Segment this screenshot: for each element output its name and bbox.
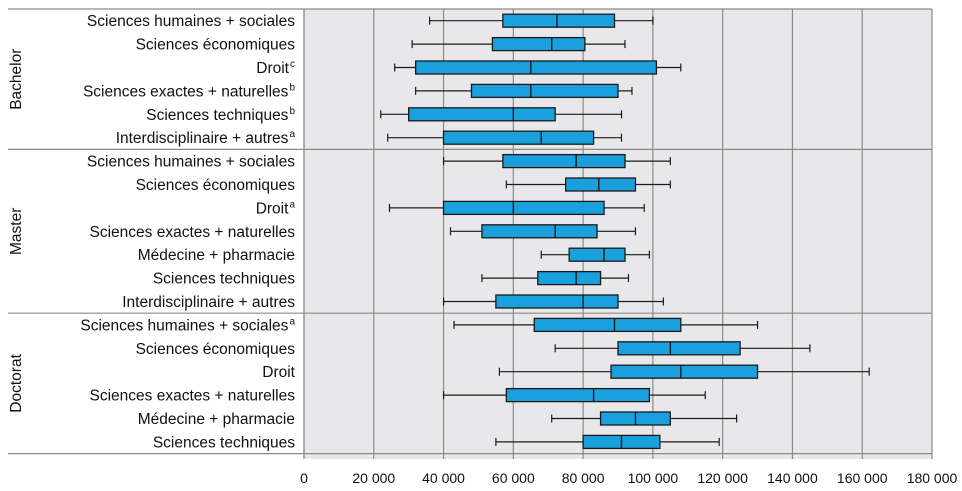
x-tick-label: 160 000 [837, 470, 888, 486]
iqr-box [533, 317, 682, 333]
category-label: Médecine + pharmacie [138, 411, 295, 428]
iqr-box [481, 224, 598, 239]
category-label: Interdisciplinaire + autres [122, 294, 295, 311]
box-row [442, 294, 664, 309]
category-label: Sciences économiques [136, 341, 296, 358]
box-row [505, 177, 671, 192]
group-label: Doctorat [8, 353, 25, 412]
box-row [388, 200, 645, 216]
iqr-box [502, 13, 616, 28]
iqr-box [491, 36, 586, 52]
category-label: Sciences techniquesb [146, 106, 295, 124]
box-row [498, 364, 870, 379]
box-row [481, 270, 630, 286]
group-label: Master [8, 208, 25, 255]
x-tick-label: 40 000 [422, 470, 465, 486]
category-label: Interdisciplinaire + autresa [116, 129, 296, 147]
x-tick-label: 60 000 [492, 470, 535, 486]
iqr-box [408, 107, 556, 122]
group-label: Bachelor [8, 49, 25, 110]
box-row [540, 247, 651, 262]
iqr-box [502, 153, 626, 169]
gridlines [303, 9, 933, 459]
box-row [449, 224, 637, 239]
category-label: Droit [262, 364, 295, 381]
iqr-box [495, 294, 619, 309]
x-tick-label: 140 000 [767, 470, 818, 486]
group-separators [8, 8, 932, 459]
x-tick-label: 180 000 [907, 470, 958, 486]
box-row [429, 13, 654, 28]
x-tick-label: 100 000 [628, 470, 679, 486]
box-row [411, 36, 626, 52]
iqr-box [442, 200, 605, 216]
category-label: Sciences exactes + naturelles [90, 388, 296, 405]
iqr-box [505, 387, 651, 403]
box-row [442, 153, 671, 169]
category-labels: Sciences humaines + sociales Sciences éco… [80, 13, 295, 451]
boxes [380, 13, 870, 450]
category-label: Sciences techniques [153, 271, 295, 288]
box-row [387, 130, 623, 145]
category-label: Sciences techniques [153, 434, 295, 451]
iqr-box [568, 247, 626, 262]
iqr-box [414, 60, 658, 75]
box-row [453, 317, 759, 333]
category-label: Sciences économiques [136, 177, 296, 194]
group-labels: Bachelor Master Doctorat [8, 49, 25, 413]
x-tick-label: 120 000 [697, 470, 748, 486]
iqr-box [617, 341, 741, 356]
box-row [380, 107, 623, 122]
iqr-box [470, 83, 619, 99]
box-row [415, 83, 633, 99]
box-row [554, 341, 811, 356]
iqr-box [442, 130, 595, 145]
x-tick-label: 80 000 [562, 470, 605, 486]
category-label: Sciences humaines + socialesa [80, 316, 295, 334]
x-axis-ticks: 0 20 000 40 000 60 000 80 000 100 000 120 000 1… [300, 470, 957, 486]
x-tick-label: 20 000 [352, 470, 395, 486]
category-label: Sciences humaines + sociales [87, 13, 295, 30]
category-label: Médecine + pharmacie [138, 247, 295, 264]
category-label: Droita [256, 199, 296, 217]
box-row [394, 60, 682, 75]
category-label: Droitc [256, 59, 295, 77]
iqr-box [537, 270, 602, 286]
iqr-box [565, 177, 637, 192]
iqr-box [610, 364, 759, 379]
category-label: Sciences économiques [136, 37, 296, 54]
box-row [442, 387, 706, 403]
category-label: Sciences humaines + sociales [87, 154, 295, 171]
box-row [495, 434, 720, 450]
category-label: Sciences exactes + naturellesb [83, 82, 296, 100]
x-tick-label: 0 [300, 470, 308, 486]
box-row [551, 411, 738, 426]
category-label: Sciences exactes + naturelles [90, 224, 296, 241]
